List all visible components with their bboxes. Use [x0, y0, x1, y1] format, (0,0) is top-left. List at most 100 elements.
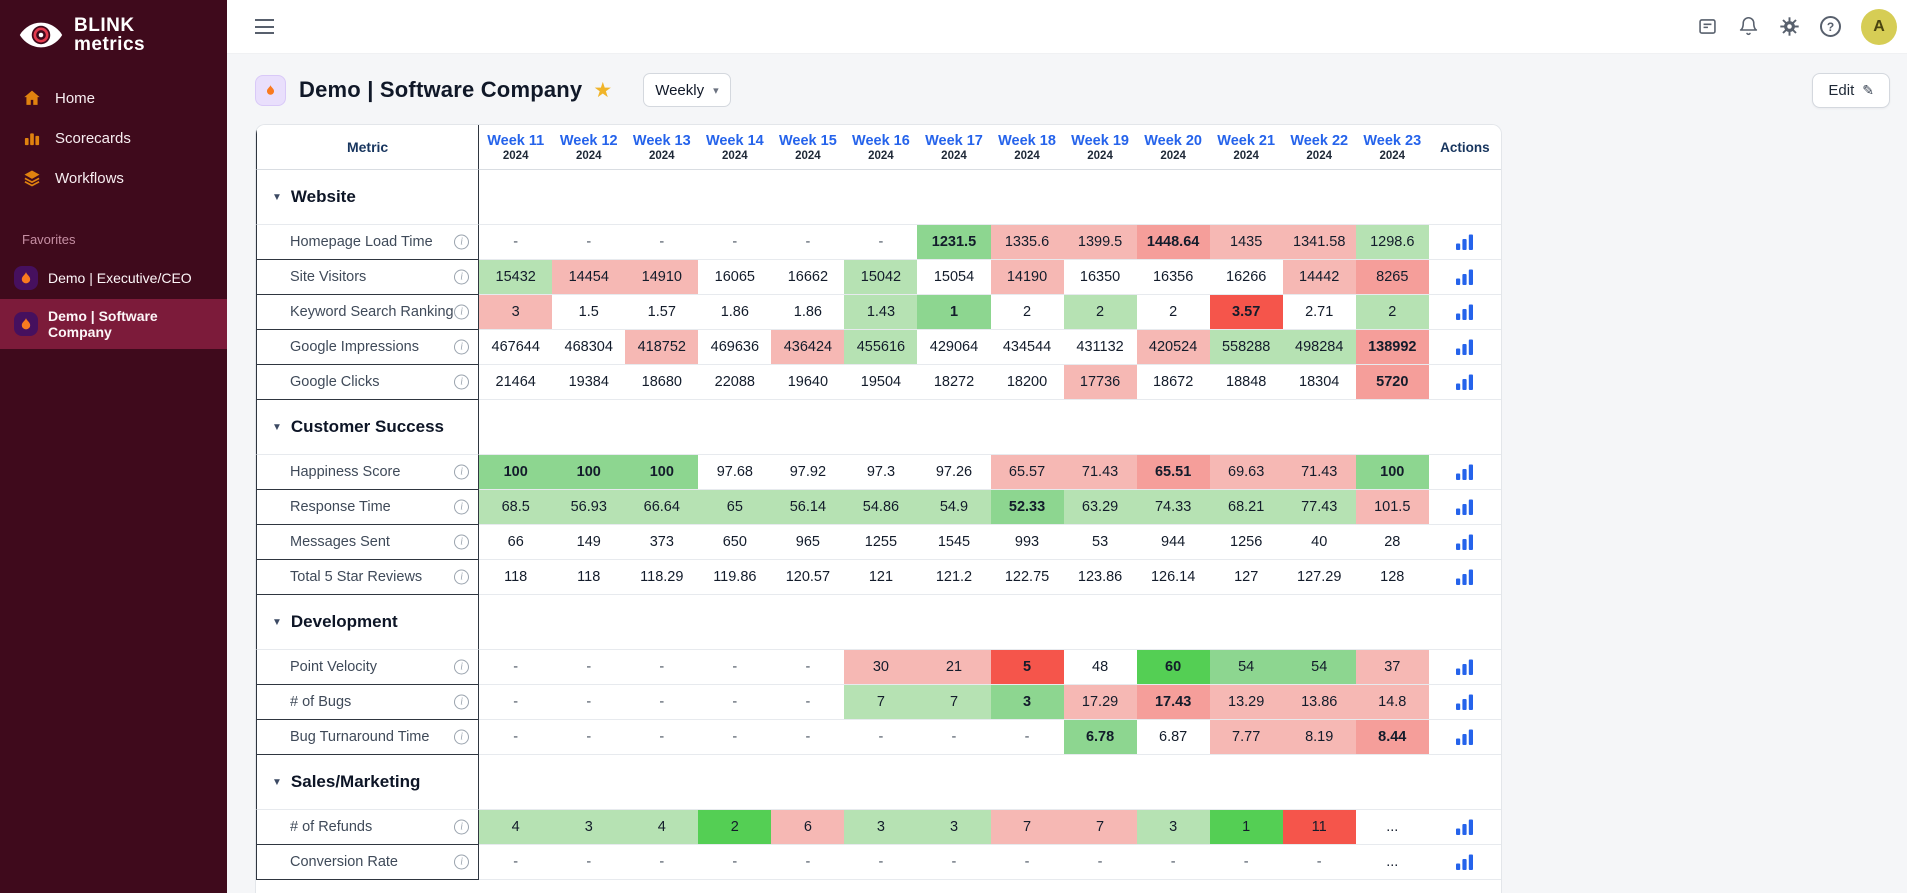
chart-icon[interactable]: [1456, 269, 1474, 285]
page-title: Demo | Software Company: [299, 77, 583, 102]
week-column-header-1[interactable]: Week 11 2024: [479, 125, 553, 170]
metric-value-cell: 77.43: [1282, 490, 1356, 525]
chart-icon[interactable]: [1456, 729, 1474, 745]
chart-icon[interactable]: [1456, 304, 1474, 320]
info-icon[interactable]: i: [454, 374, 470, 390]
chart-icon[interactable]: [1456, 659, 1474, 675]
info-icon[interactable]: i: [454, 659, 470, 675]
week-column-header-9[interactable]: Week 19 2024: [1063, 125, 1137, 170]
sidebar-item-workflows[interactable]: Workflows: [0, 158, 227, 198]
metric-value-cell: 97.92: [771, 455, 845, 490]
week-column-header-7[interactable]: Week 17 2024: [917, 125, 991, 170]
metric-value-cell: 3: [552, 810, 626, 845]
info-icon[interactable]: i: [454, 854, 470, 870]
week-column-header-8[interactable]: Week 18 2024: [990, 125, 1064, 170]
metric-value-cell: 3: [917, 810, 991, 845]
metric-value-cell: -: [844, 225, 918, 260]
metric-value-cell: 434544: [990, 330, 1064, 365]
metric-value-cell: 101.5: [1355, 490, 1429, 525]
info-icon[interactable]: i: [454, 569, 470, 585]
info-icon[interactable]: i: [454, 339, 470, 355]
metric-value-cell: 48: [1063, 650, 1137, 685]
actions-cell: [1428, 260, 1501, 295]
metric-value-cell: 28: [1355, 525, 1429, 560]
section-header-website[interactable]: ▼ Website: [256, 170, 480, 225]
sidebar-item-demo-executive-ceo[interactable]: Demo | Executive/CEO: [0, 257, 227, 299]
section-header-customer-success[interactable]: ▼ Customer Success: [256, 400, 480, 455]
metric-name-cell: Point Velocity i: [256, 650, 480, 685]
chart-icon[interactable]: [1456, 339, 1474, 355]
help-icon[interactable]: ?: [1820, 16, 1841, 37]
info-icon[interactable]: i: [454, 694, 470, 710]
chart-icon[interactable]: [1456, 569, 1474, 585]
period-select[interactable]: Weekly ▾: [643, 73, 731, 107]
week-column-header-13[interactable]: Week 23 2024: [1355, 125, 1429, 170]
sidebar-item-demo-software-company[interactable]: Demo | Software Company: [0, 299, 227, 349]
chart-icon[interactable]: [1456, 499, 1474, 515]
metric-value-cell: 15042: [844, 260, 918, 295]
app-logo[interactable]: BLINK metrics: [0, 0, 227, 66]
chart-icon[interactable]: [1456, 854, 1474, 870]
chart-icon[interactable]: [1456, 534, 1474, 550]
updates-icon[interactable]: [1697, 16, 1718, 37]
info-icon[interactable]: i: [454, 534, 470, 550]
section-header-development[interactable]: ▼ Development: [256, 595, 480, 650]
actions-cell: [1428, 525, 1501, 560]
metric-row: # of Refunds i 4 3 4 2 6 3 3 7 7 3 1 11...: [256, 810, 1501, 845]
week-column-header-4[interactable]: Week 14 2024: [698, 125, 772, 170]
metric-value-cell: 8.44: [1355, 720, 1429, 755]
section-header-sales-marketing[interactable]: ▼ Sales/Marketing: [256, 755, 480, 810]
info-icon[interactable]: i: [454, 499, 470, 515]
chart-icon[interactable]: [1456, 819, 1474, 835]
metric-row: Point Velocity i - - - - -30 21 5 48 60 54 54 37: [256, 650, 1501, 685]
metric-value-cell: 1256: [1209, 525, 1283, 560]
section-row: ▼ Customer Success: [256, 400, 1501, 455]
settings-gear-icon[interactable]: [1779, 16, 1800, 37]
metric-value-cell: 14442: [1282, 260, 1356, 295]
edit-button[interactable]: Edit ✎: [1812, 72, 1890, 108]
sidebar-item-scorecards[interactable]: Scorecards: [0, 118, 227, 158]
metric-value-cell: 138992: [1355, 330, 1429, 365]
metric-value-cell: 97.68: [698, 455, 772, 490]
metric-value-cell: ...: [1355, 810, 1429, 845]
metric-value-cell: 56.93: [552, 490, 626, 525]
user-avatar[interactable]: A: [1861, 8, 1897, 45]
info-icon[interactable]: i: [454, 464, 470, 480]
metric-value-cell: 16356: [1136, 260, 1210, 295]
week-column-header-6[interactable]: Week 16 2024: [844, 125, 918, 170]
week-column-header-5[interactable]: Week 15 2024: [771, 125, 845, 170]
blink-eye-logo-icon: [18, 20, 64, 50]
section-row: ▼ Sales/Marketing: [256, 755, 1501, 810]
favorite-star-icon[interactable]: ★: [593, 78, 613, 102]
week-column-header-10[interactable]: Week 20 2024: [1136, 125, 1210, 170]
chart-icon[interactable]: [1456, 234, 1474, 250]
metric-value-cell: 118: [479, 560, 553, 595]
pencil-icon: ✎: [1862, 81, 1874, 98]
week-column-header-3[interactable]: Week 13 2024: [625, 125, 699, 170]
info-icon[interactable]: i: [454, 304, 470, 320]
info-icon[interactable]: i: [454, 819, 470, 835]
scorecard-app-icon: [14, 312, 38, 336]
metric-value-cell: 1.43: [844, 295, 918, 330]
metric-name-cell: Google Impressions i: [256, 330, 480, 365]
info-icon[interactable]: i: [454, 729, 470, 745]
info-icon[interactable]: i: [454, 269, 470, 285]
week-column-header-12[interactable]: Week 22 2024: [1282, 125, 1356, 170]
notifications-bell-icon[interactable]: [1738, 16, 1759, 37]
metric-value-cell: 97.26: [917, 455, 991, 490]
metric-value-cell: 19504: [844, 365, 918, 400]
metric-value-cell: 16350: [1063, 260, 1137, 295]
metric-value-cell: 436424: [771, 330, 845, 365]
info-icon[interactable]: i: [454, 234, 470, 250]
menu-toggle-icon[interactable]: [255, 19, 274, 34]
bar-chart-icon: [22, 128, 42, 148]
chart-icon[interactable]: [1456, 694, 1474, 710]
home-icon: [22, 88, 42, 108]
chart-icon[interactable]: [1456, 464, 1474, 480]
sidebar-item-home[interactable]: Home: [0, 78, 227, 118]
week-column-header-2[interactable]: Week 12 2024: [552, 125, 626, 170]
metric-value-cell: -: [844, 720, 918, 755]
chart-icon[interactable]: [1456, 374, 1474, 390]
week-column-header-11[interactable]: Week 21 2024: [1209, 125, 1283, 170]
metric-value-cell: 467644: [479, 330, 553, 365]
